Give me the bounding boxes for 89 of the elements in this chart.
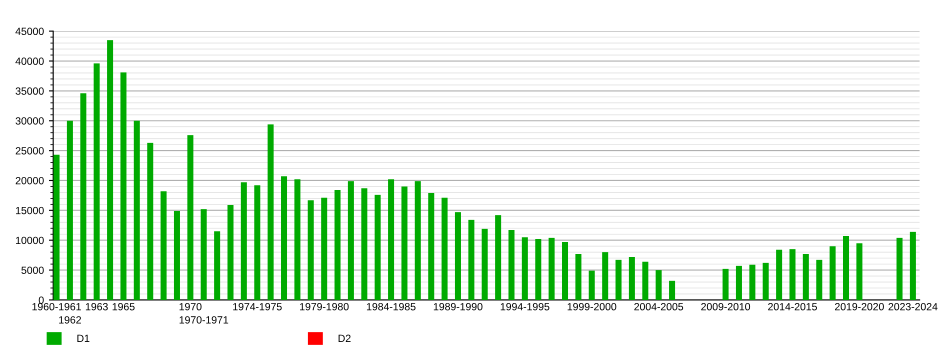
x-tick-label: 2023-2024 bbox=[888, 303, 938, 310]
bar bbox=[522, 237, 528, 300]
bar bbox=[268, 124, 274, 300]
bar bbox=[294, 179, 300, 300]
y-tick-label: 45000 bbox=[15, 28, 44, 36]
bar bbox=[628, 256, 635, 300]
x-tick-label: 1970-1971 bbox=[180, 316, 228, 324]
y-tick-label: 0 bbox=[38, 296, 44, 304]
bar bbox=[80, 93, 86, 300]
bar bbox=[147, 142, 154, 300]
bar bbox=[348, 181, 354, 300]
bar bbox=[749, 264, 756, 300]
bar bbox=[374, 194, 381, 300]
bar bbox=[482, 228, 488, 300]
legend-label: D2 bbox=[338, 334, 351, 342]
bar bbox=[214, 231, 220, 300]
bar bbox=[508, 230, 514, 300]
x-tick-label: 1965 bbox=[112, 303, 135, 310]
y-tick-label: 5000 bbox=[21, 266, 44, 274]
bar bbox=[107, 40, 114, 300]
bar bbox=[66, 120, 73, 300]
bar bbox=[802, 254, 809, 300]
y-tick-label: 40000 bbox=[15, 58, 44, 65]
bar bbox=[588, 270, 595, 300]
bar bbox=[160, 191, 167, 300]
x-tick-label: 1999-2000 bbox=[568, 303, 616, 310]
bar bbox=[240, 182, 247, 300]
bar bbox=[227, 204, 234, 300]
y-tick-label: 15000 bbox=[16, 206, 44, 214]
bar bbox=[254, 185, 260, 300]
bar bbox=[308, 200, 314, 300]
bar bbox=[200, 209, 207, 300]
bar bbox=[120, 72, 126, 300]
bar bbox=[789, 249, 796, 300]
y-tick-label: 25000 bbox=[16, 147, 44, 154]
bar bbox=[548, 238, 555, 300]
bar bbox=[361, 188, 368, 300]
bar bbox=[321, 198, 328, 300]
x-tick-label: 1970 bbox=[180, 303, 202, 310]
bar bbox=[414, 181, 421, 300]
bar bbox=[428, 193, 434, 300]
bar bbox=[856, 243, 862, 300]
bar bbox=[54, 154, 60, 300]
x-tick-label: 1994-1995 bbox=[500, 303, 550, 310]
bar bbox=[401, 186, 408, 300]
y-tick-label: 20000 bbox=[16, 176, 44, 184]
bar bbox=[535, 239, 542, 300]
bar bbox=[174, 210, 180, 300]
bar bbox=[602, 252, 608, 300]
x-tick-label: 2019-2020 bbox=[835, 303, 884, 310]
y-tick-label: 30000 bbox=[16, 117, 44, 125]
bar bbox=[454, 212, 461, 300]
x-tick-label: 1984-1985 bbox=[366, 303, 416, 310]
x-tick-label: 1963 bbox=[86, 303, 108, 310]
bar bbox=[134, 120, 140, 300]
bar bbox=[762, 262, 769, 300]
bar bbox=[442, 198, 448, 300]
bar bbox=[776, 250, 782, 300]
bar bbox=[722, 268, 729, 300]
bar bbox=[468, 220, 474, 300]
x-tick-label: 2009-2010 bbox=[701, 303, 750, 310]
bar bbox=[495, 215, 502, 300]
x-tick-label: 1989-1990 bbox=[434, 303, 482, 310]
bar bbox=[736, 266, 742, 300]
bar bbox=[334, 190, 341, 300]
bar bbox=[830, 246, 836, 300]
bar bbox=[575, 254, 582, 300]
bar bbox=[388, 179, 394, 300]
bar bbox=[669, 280, 676, 300]
bar bbox=[896, 238, 903, 300]
y-tick-label: 10000 bbox=[16, 236, 44, 244]
bar bbox=[842, 236, 850, 300]
bar bbox=[616, 260, 622, 300]
x-tick-label: 1979-1980 bbox=[300, 303, 349, 310]
y-tick-label: 35000 bbox=[16, 87, 44, 95]
bar bbox=[562, 242, 568, 300]
bar bbox=[816, 260, 822, 300]
x-tick-label: 1960-1961 bbox=[32, 303, 81, 310]
bar bbox=[656, 270, 662, 300]
x-tick-label: 2004-2005 bbox=[634, 303, 684, 310]
x-tick-label: 2014-2015 bbox=[768, 303, 817, 310]
x-tick-label: 1962 bbox=[59, 316, 81, 324]
bar bbox=[94, 63, 100, 300]
bar bbox=[910, 232, 916, 300]
bar bbox=[642, 262, 648, 300]
legend-label: D1 bbox=[77, 334, 90, 342]
bar bbox=[187, 135, 194, 300]
bar bbox=[281, 176, 288, 300]
x-tick-label: 1974-1975 bbox=[233, 303, 282, 310]
